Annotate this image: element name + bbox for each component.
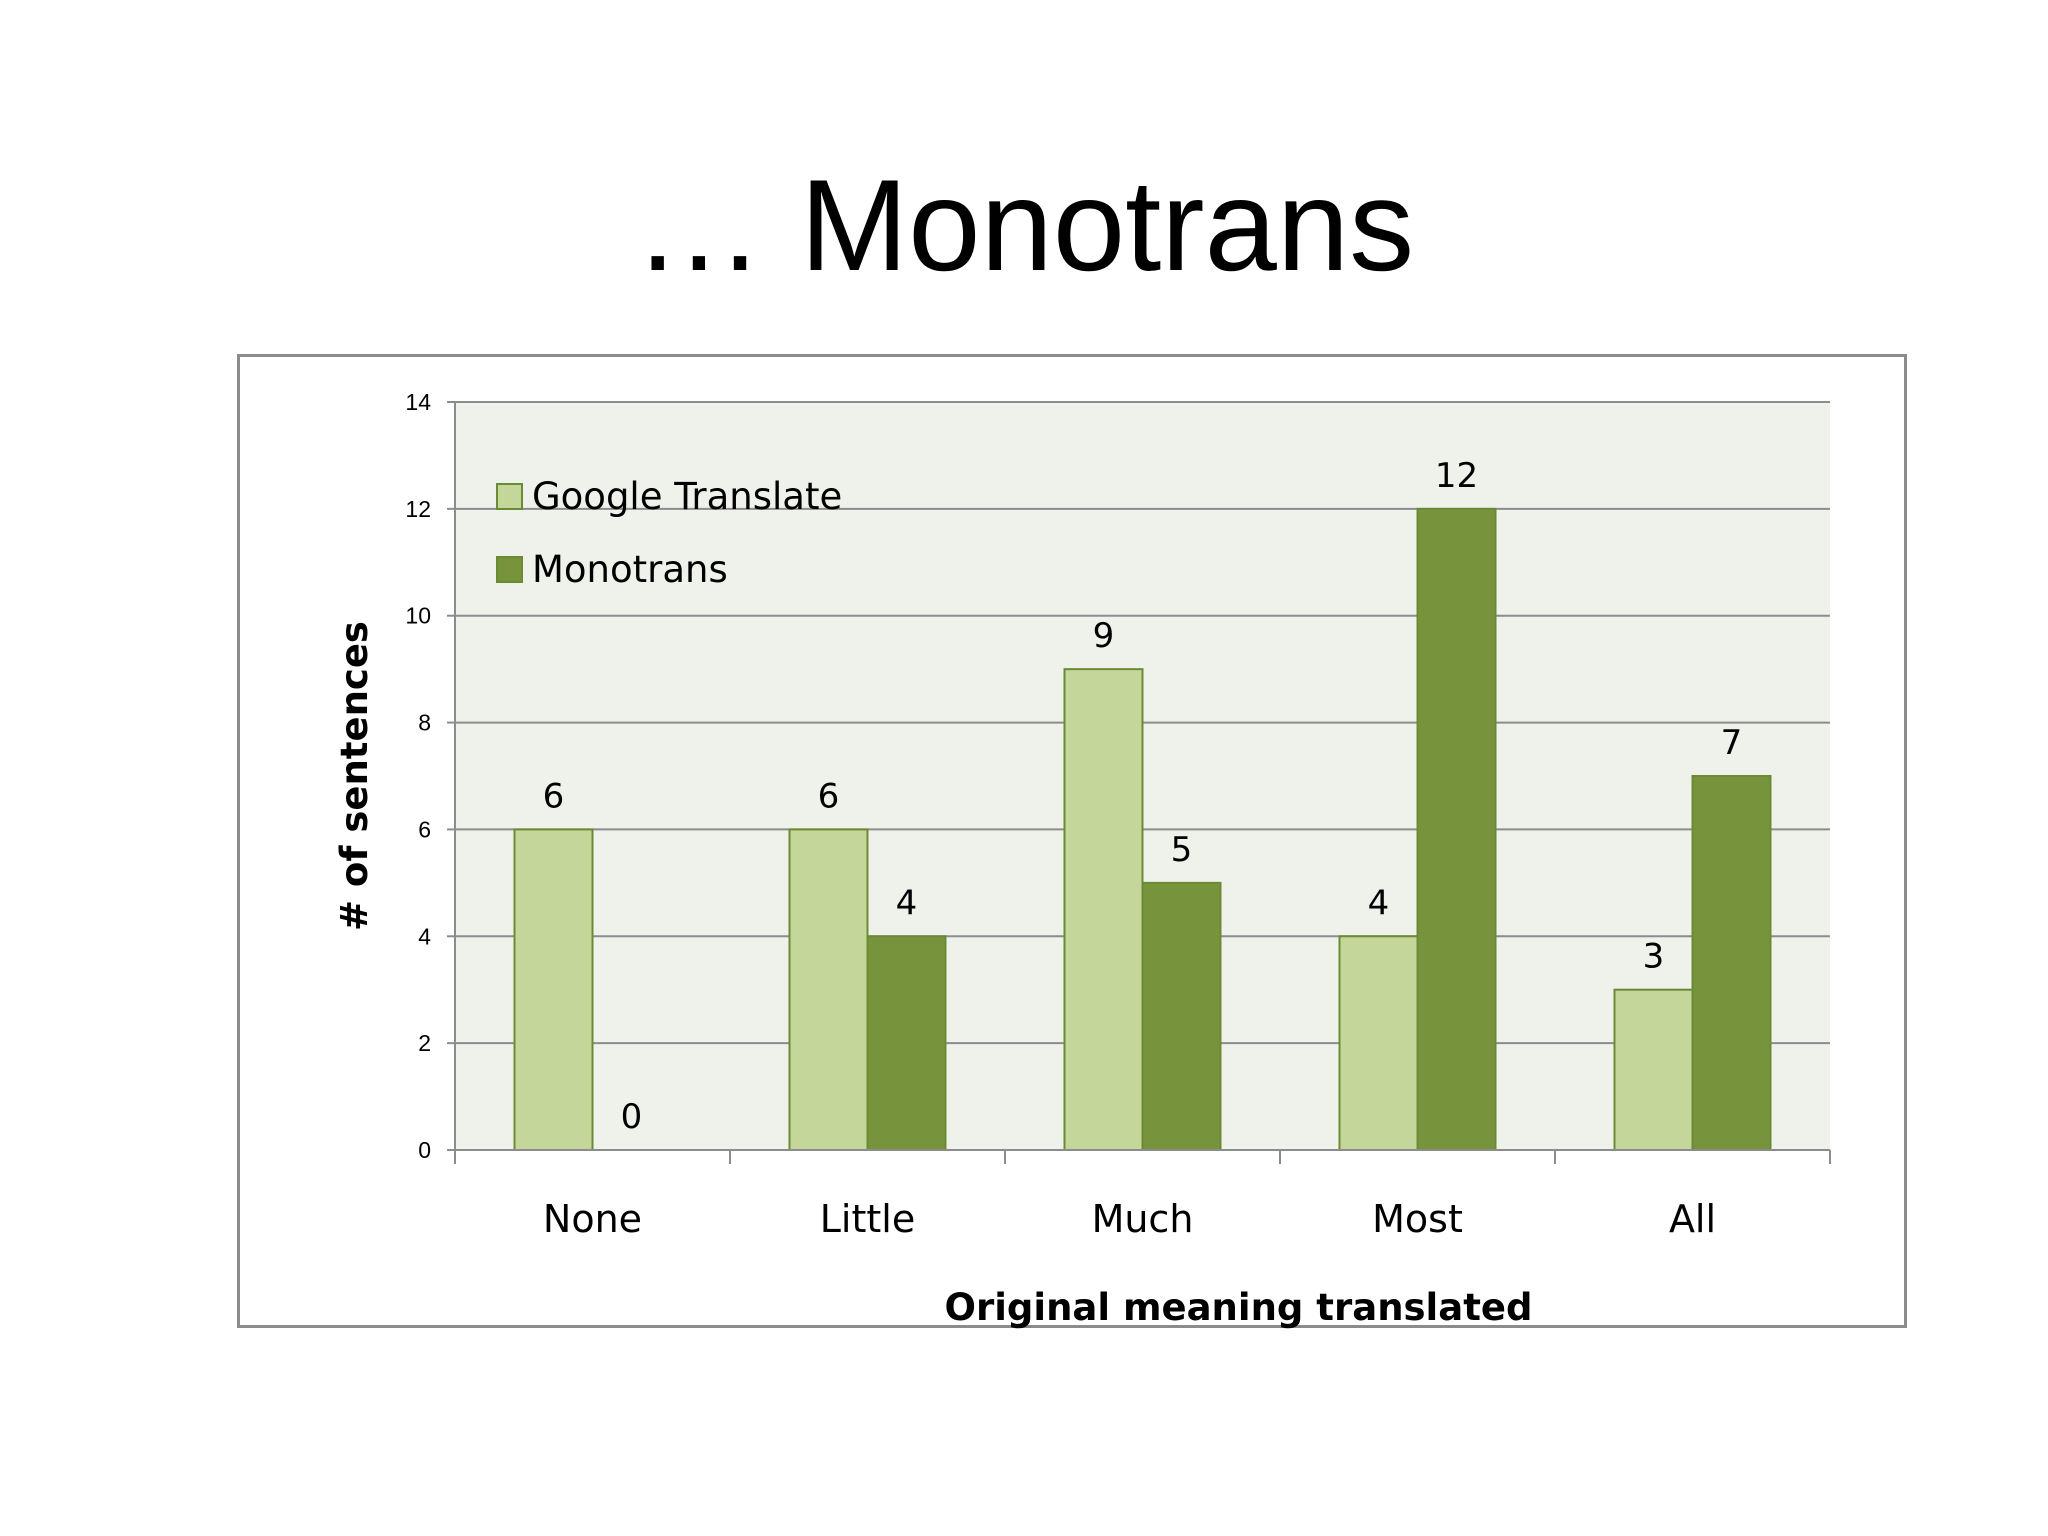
legend-swatch-monotrans xyxy=(496,556,523,583)
bars xyxy=(513,507,1772,1152)
bar-monotrans-most xyxy=(1416,507,1497,1152)
data-label-google-translate-little: 6 xyxy=(818,776,840,816)
bar-google-translate-little xyxy=(788,828,869,1152)
y-tick-label: 2 xyxy=(418,1030,431,1056)
bar-google-translate-none xyxy=(513,828,594,1152)
x-category-label: Most xyxy=(1372,1197,1463,1241)
x-axis-title: Original meaning translated xyxy=(945,1286,1533,1329)
y-tick-label: 10 xyxy=(405,603,431,629)
data-label-monotrans-little: 4 xyxy=(896,883,918,923)
y-tick-label: 6 xyxy=(418,816,431,842)
bar-google-translate-all xyxy=(1613,988,1694,1152)
x-category-label: Little xyxy=(820,1197,915,1241)
slide-title: … Monotrans xyxy=(633,152,1415,298)
y-tick-label: 4 xyxy=(418,923,431,949)
y-tick-label: 8 xyxy=(418,710,431,736)
data-label-monotrans-much: 5 xyxy=(1171,830,1193,870)
data-label-monotrans-all: 7 xyxy=(1721,723,1743,763)
x-category-label: Much xyxy=(1092,1197,1194,1241)
y-tick-label: 0 xyxy=(418,1137,431,1163)
labels: 0 2 4 6 8 10 12 14 6 0 None 6 4 Little 9 5 Much 4 12 Most 3 7… xyxy=(333,389,1742,1329)
bar-monotrans-all xyxy=(1691,775,1772,1151)
bar-monotrans-little xyxy=(866,935,947,1151)
legend-label-monotrans: Monotrans xyxy=(532,548,728,591)
x-category-label: None xyxy=(543,1197,642,1241)
data-label-monotrans-most: 12 xyxy=(1435,456,1478,496)
data-label-google-translate-much: 9 xyxy=(1093,616,1115,656)
data-label-google-translate-all: 3 xyxy=(1643,937,1665,977)
data-label-monotrans-none: 0 xyxy=(621,1097,643,1137)
y-tick-label: 14 xyxy=(405,389,431,415)
axes xyxy=(447,401,1831,1164)
y-axis-title: # of sentences xyxy=(333,621,376,931)
bar-google-translate-most xyxy=(1338,935,1419,1151)
legend: Google Translate Monotrans xyxy=(496,475,842,591)
bar-google-translate-much xyxy=(1063,668,1144,1152)
data-label-google-translate-most: 4 xyxy=(1368,883,1390,923)
data-label-google-translate-none: 6 xyxy=(543,776,565,816)
x-category-label: All xyxy=(1669,1197,1716,1241)
legend-swatch-google-translate xyxy=(496,483,523,510)
y-tick-label: 12 xyxy=(405,496,431,522)
legend-label-google-translate: Google Translate xyxy=(532,475,842,518)
bar-monotrans-much xyxy=(1141,881,1222,1151)
